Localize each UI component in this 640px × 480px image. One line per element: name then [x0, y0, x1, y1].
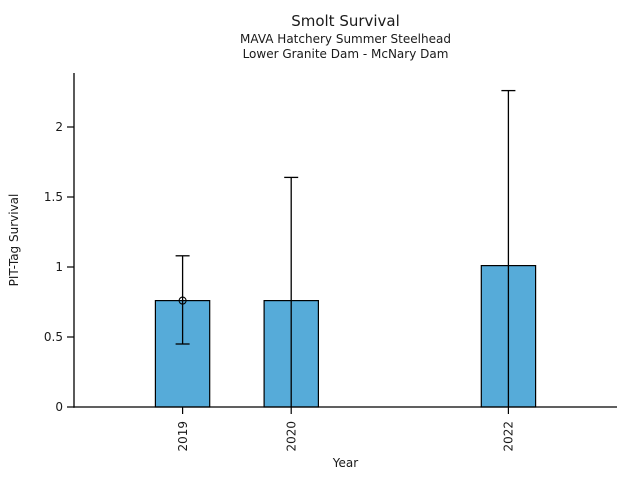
y-tick-label: 0.5 [44, 330, 63, 344]
point-marker-2019 [178, 296, 187, 305]
chart-subtitle-line1: MAVA Hatchery Summer Steelhead [240, 32, 451, 46]
x-tick-label: 2020 [284, 421, 298, 452]
x-axis-label: Year [332, 456, 359, 470]
chart-title: Smolt Survival [291, 12, 400, 30]
x-tick-label: 2019 [176, 421, 190, 452]
y-axis-label: PIT-Tag Survival [7, 193, 21, 287]
y-tick-label: 0 [55, 400, 63, 414]
y-tick-label: 1 [55, 260, 63, 274]
chart-subtitle-line2: Lower Granite Dam - McNary Dam [242, 47, 449, 61]
y-tick-label: 1.5 [44, 190, 63, 204]
x-tick-label: 2022 [502, 421, 516, 452]
y-tick-label: 2 [55, 120, 63, 134]
